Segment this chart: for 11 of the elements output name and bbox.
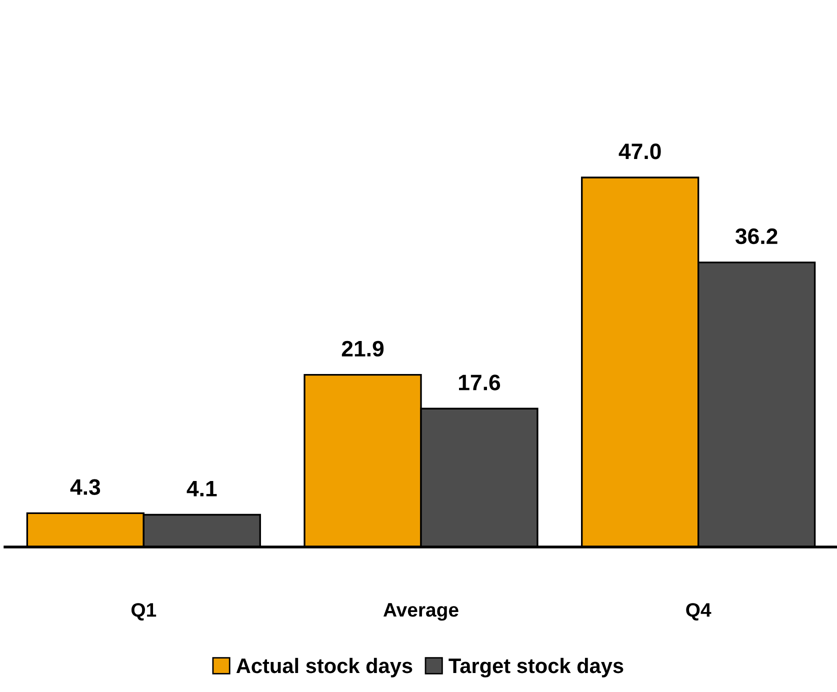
data-label: 36.2 (735, 228, 778, 244)
data-label: 47.0 (618, 143, 661, 160)
legend-label: Target stock days (448, 658, 624, 678)
data-label: 21.9 (342, 340, 384, 357)
legend-label: Actual stock days (236, 658, 412, 678)
data-label: 4.1 (186, 480, 217, 496)
x-tick-label: Average (383, 603, 458, 621)
data-label: 4.3 (70, 479, 100, 495)
x-tick-label: Q4 (686, 603, 712, 620)
data-label: 17.6 (459, 374, 500, 390)
x-tick-label: Q1 (131, 603, 156, 620)
